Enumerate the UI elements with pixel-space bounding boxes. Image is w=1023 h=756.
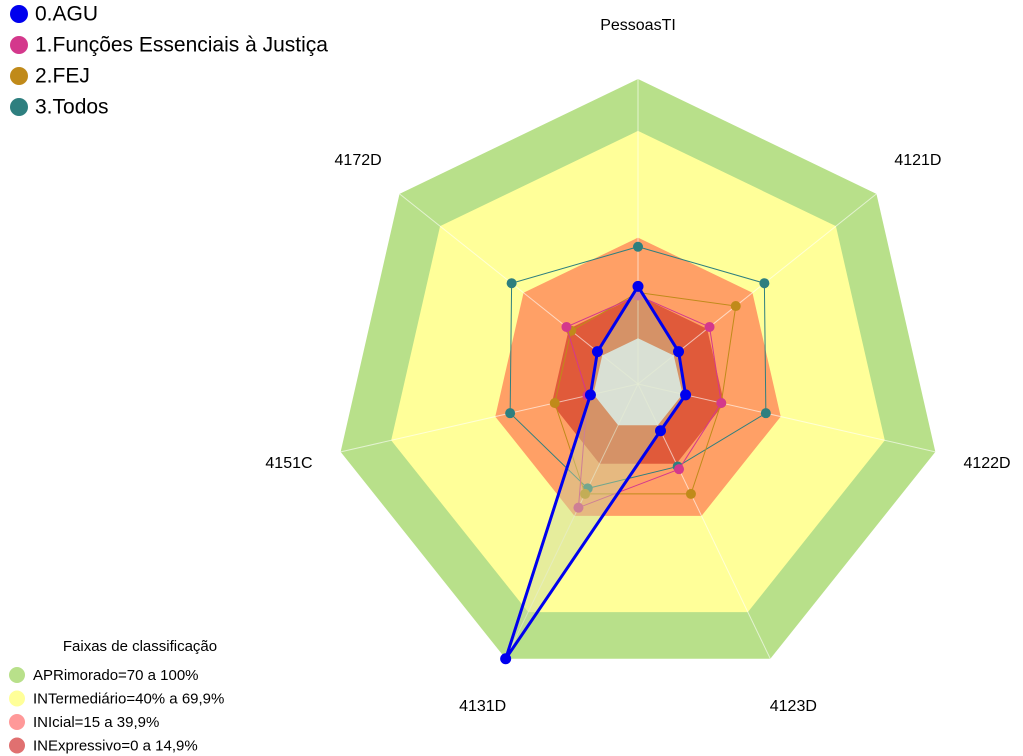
axis-label: 4131D [459,698,506,715]
classification-marker [9,667,25,683]
series-point [549,398,560,409]
legend-marker [10,98,28,116]
series-point [704,321,715,332]
axis-label: 4122D [963,455,1010,472]
series-point [580,488,591,499]
axis-label: PessoasTI [600,17,676,34]
series-point [674,464,685,475]
classification-marker [9,737,25,754]
series-point [730,301,741,312]
axis-label: 4172D [335,152,382,169]
legend-label: 1.Funções Essenciais à Justiça [35,34,328,57]
classification-marker [9,714,25,730]
series-point [716,398,727,409]
series-point [584,389,596,401]
series-point [654,425,666,437]
series-line [565,295,722,509]
legend-label: 0.AGU [35,3,98,26]
series-point [759,278,770,289]
legend-label: 3.Todos [35,96,109,119]
classification-label: APRimorado=70 a 100% [33,667,199,684]
legend-label: 2.FEJ [35,65,90,88]
series-point [561,321,572,332]
series-point [506,278,517,289]
series-point [633,241,643,252]
spoke [505,383,639,660]
series-point [680,389,692,401]
classification-label: INIcial=15 a 39,9% [33,714,159,731]
axis-label: 4121D [894,152,941,169]
classification-label: INExpressivo=0 a 14,9% [33,737,198,754]
legend-marker [10,36,28,54]
series-point [760,408,771,419]
series-point [685,488,696,499]
series-point [573,502,584,513]
classification-marker [9,690,25,707]
series-point [673,346,685,358]
series-line [554,291,737,495]
series-point [591,346,603,358]
series-point [632,280,644,292]
axis-label: 4151C [265,455,312,472]
legend-marker [10,67,28,85]
series-line [509,246,767,489]
axis-label: 4123D [770,698,817,715]
classification-label: INTermediário=40% a 69,9% [33,690,224,707]
series-point [505,408,516,419]
legend-marker [10,5,28,23]
series-point [500,653,512,665]
series-line [504,283,688,660]
classification-title: Faixas de classificação [63,638,217,655]
